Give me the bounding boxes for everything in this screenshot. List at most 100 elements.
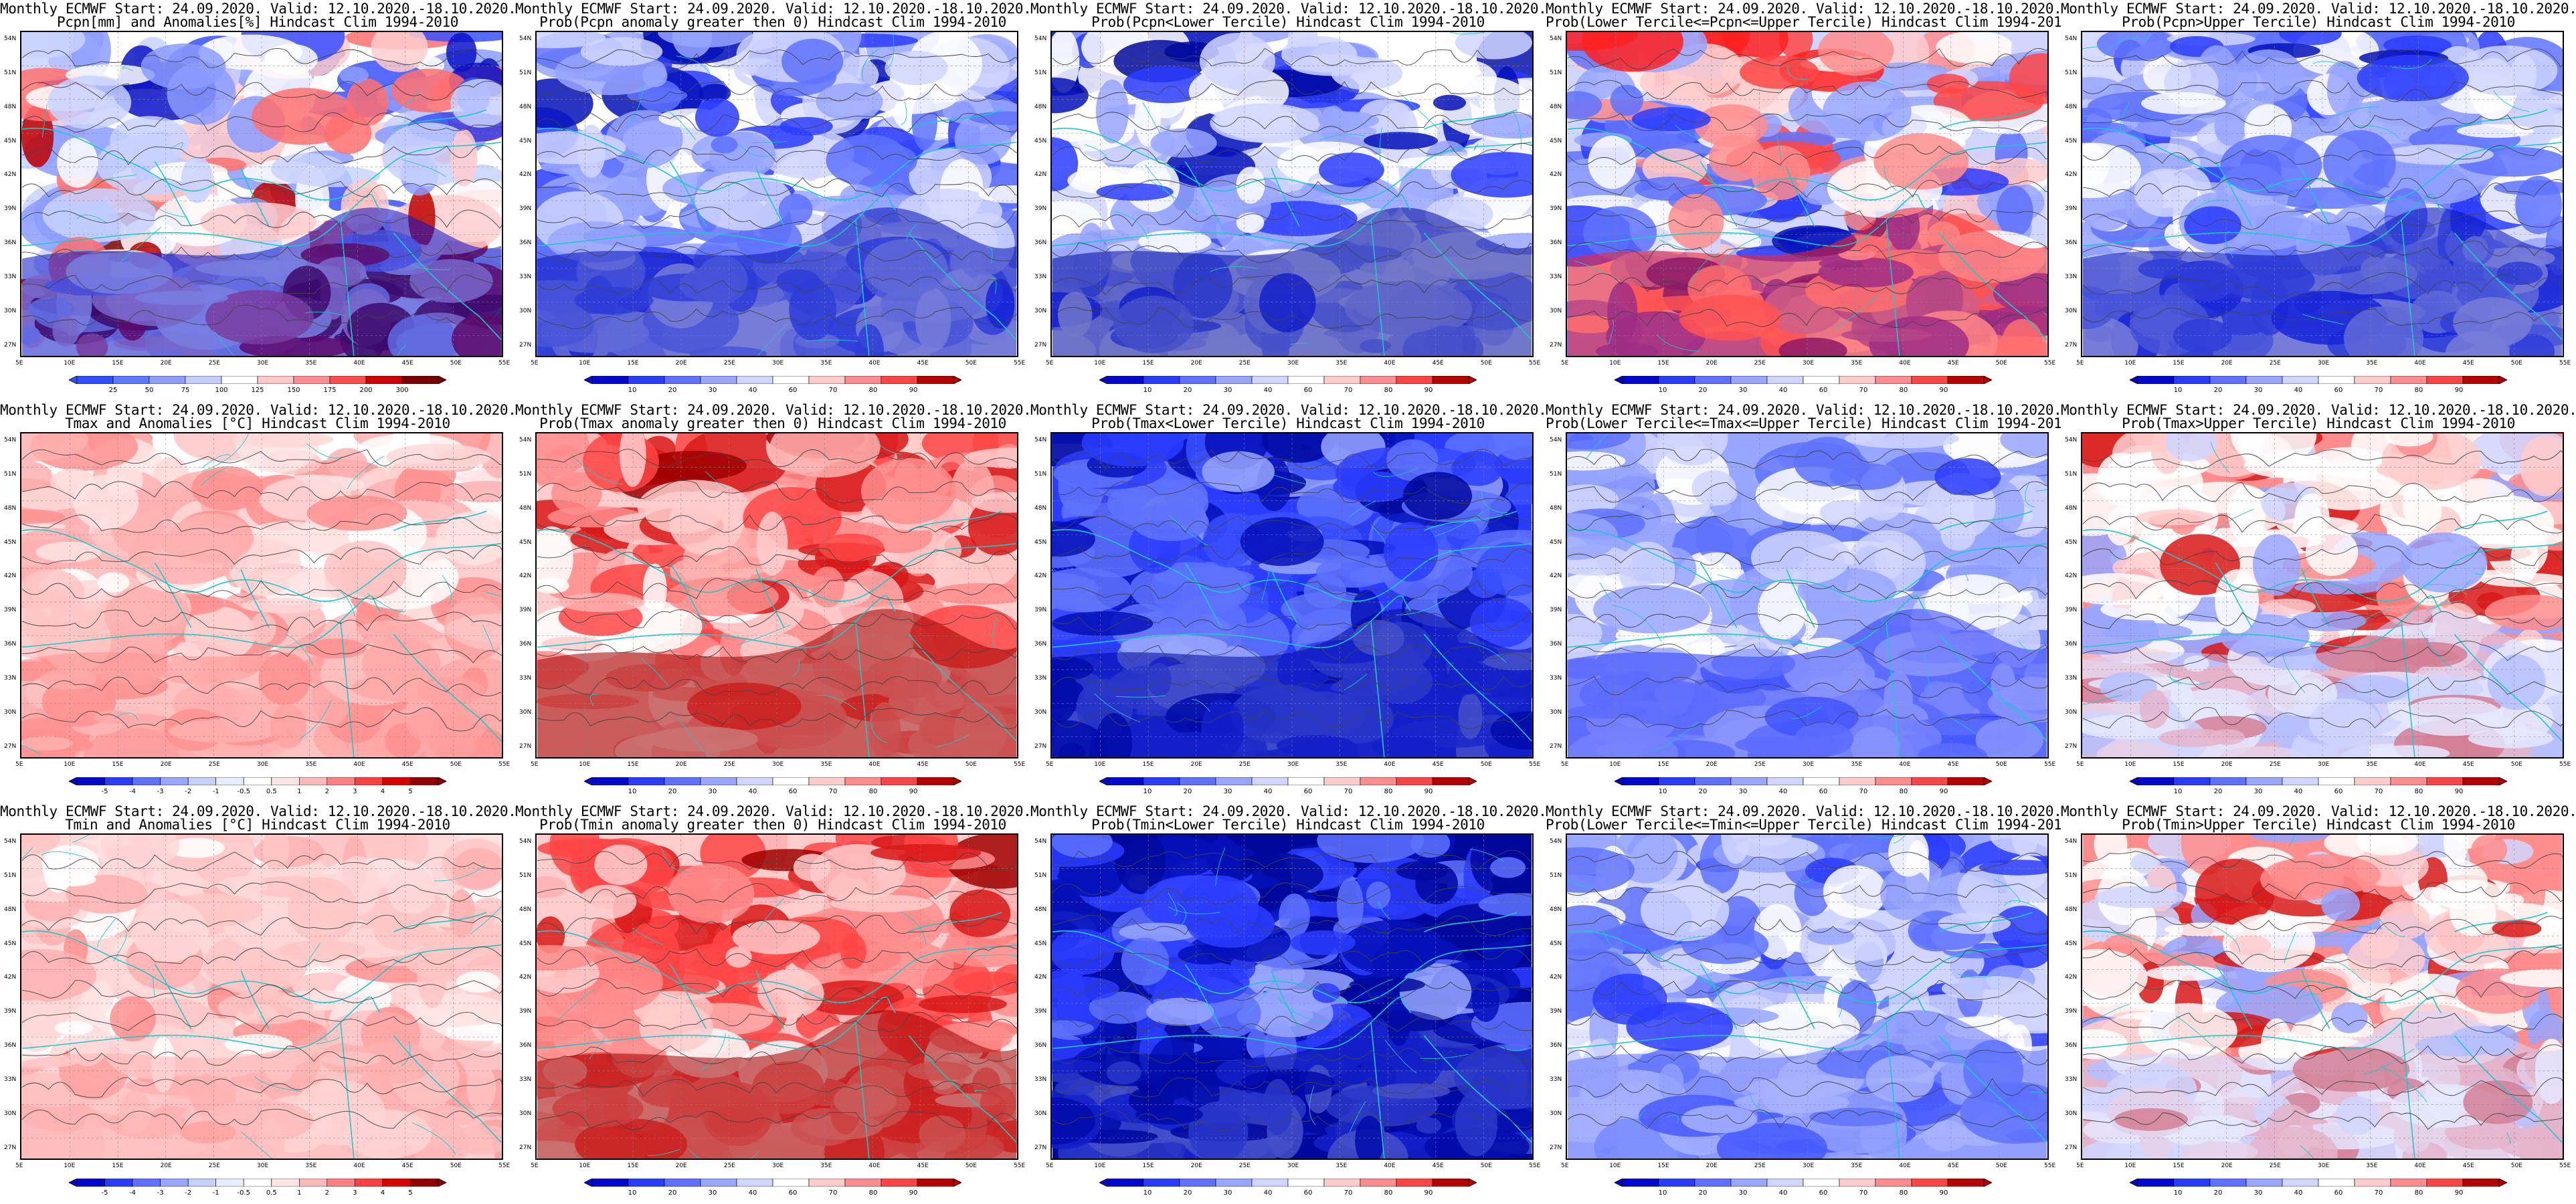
lon-tick-label: 10E	[64, 1163, 76, 1169]
lat-tick-label: 42N	[519, 573, 532, 580]
colorbar-segment	[1179, 777, 1216, 785]
lat-tick-label: 36N	[1034, 641, 1047, 647]
lon-tick-label: 35E	[305, 1163, 317, 1169]
colorbar-segment	[881, 376, 918, 384]
colorbar-tick-label: 125	[251, 387, 264, 394]
lon-tick-label: 25E	[723, 761, 735, 768]
colorbar-tick-label: 40	[1263, 387, 1273, 394]
colorbar-segment	[772, 376, 810, 384]
panel-title-line2: Prob(Lower Tercile<=Tmin<=Upper Tercile)…	[1546, 817, 2070, 833]
colorbar-tick-label: 30	[1223, 788, 1232, 795]
colorbar-segment	[1622, 777, 1659, 785]
lon-tick-label: 50E	[1995, 360, 2007, 367]
lat-tick-label: 33N	[519, 1076, 532, 1083]
lon-tick-label: 15E	[1657, 1163, 1669, 1169]
colorbar-segment	[2245, 777, 2283, 785]
panel-title-line2: Prob(Lower Tercile<=Tmax<=Upper Tercile)…	[1546, 415, 2070, 431]
lon-tick-label: 35E	[820, 360, 832, 367]
colorbar-tick-label: 70	[1344, 387, 1353, 394]
lon-tick-label: 55E	[1529, 1163, 1541, 1169]
map-panel: Monthly ECMWF Start: 24.09.2020. Valid: …	[1030, 803, 1547, 1204]
lat-tick-label: 51N	[2065, 69, 2078, 76]
lon-tick-label: 10E	[1609, 761, 1621, 768]
lon-tick-label: 15E	[627, 360, 639, 367]
colorbar-segment	[1730, 777, 1768, 785]
lat-tick-label: 39N	[2065, 607, 2078, 614]
colorbar-segment	[104, 1179, 133, 1187]
lon-tick-label: 50E	[450, 360, 462, 367]
lat-tick-label: 30N	[4, 307, 17, 314]
colorbar-segment	[1766, 376, 1804, 384]
colorbar-tick-label: 10	[2173, 788, 2183, 795]
lon-tick-label: 45E	[401, 360, 413, 367]
lon-tick-label: 15E	[2173, 360, 2185, 367]
lat-tick-label: 27N	[4, 1144, 17, 1151]
colorbar-tick-label: 70	[1344, 1189, 1353, 1197]
lat-tick-label: 27N	[519, 341, 532, 348]
lat-tick-label: 27N	[1550, 1144, 1562, 1151]
colorbar-segment	[2173, 777, 2211, 785]
lat-tick-label: 30N	[1550, 1110, 1562, 1117]
map-field	[20, 31, 503, 357]
colorbar-segment	[2426, 376, 2464, 384]
lon-tick-label: 10E	[579, 761, 591, 768]
map-panel: Monthly ECMWF Start: 24.09.2020. Valid: …	[2061, 803, 2576, 1204]
colorbar-segment	[382, 1179, 411, 1187]
colorbar-tick-label: 80	[2414, 387, 2423, 394]
panel-title-line2: Prob(Tmin>Upper Tercile) Hindcast Clim 1…	[2122, 817, 2515, 833]
colorbar-tick-label: 60	[1819, 387, 1828, 394]
lat-tick-label: 51N	[4, 470, 17, 478]
colorbar-tick-label: 90	[909, 1189, 918, 1197]
lat-tick-label: 42N	[1550, 974, 1562, 981]
colorbar-tick-label: 10	[1143, 788, 1152, 795]
map-panel: Monthly ECMWF Start: 24.09.2020. Valid: …	[1030, 401, 1547, 803]
lat-tick-label: 36N	[4, 239, 17, 246]
panel-title-line2: Pcpn[mm] and Anomalies[%] Hindcast Clim …	[57, 14, 458, 30]
lon-tick-label: 10E	[1094, 761, 1106, 768]
lon-tick-label: 55E	[2559, 1163, 2571, 1169]
colorbar-tick-label: 90	[909, 788, 918, 795]
lon-tick-label: 25E	[2269, 761, 2281, 768]
colorbar-segment	[76, 376, 114, 384]
lat-tick-label: 30N	[4, 708, 17, 716]
lat-tick-label: 51N	[519, 69, 532, 76]
lon-tick-label: 10E	[2124, 761, 2136, 768]
lon-tick-label: 40E	[2414, 360, 2426, 367]
lon-tick-label: 55E	[498, 360, 511, 367]
colorbar-segment	[160, 1179, 189, 1187]
lon-tick-label: 30E	[772, 1163, 784, 1169]
lat-tick-label: 27N	[4, 341, 17, 348]
colorbar-tick-label: 90	[1939, 788, 1948, 795]
lon-tick-label: 25E	[208, 360, 220, 367]
colorbar-tick-label: 90	[2454, 387, 2464, 394]
colorbar-tick-label: 40	[1263, 1189, 1273, 1197]
panel-title-line1: Monthly ECMWF Start: 24.09.2020. Valid: …	[2061, 1, 2576, 17]
colorbar-segment	[1396, 376, 1433, 384]
colorbar-tick-label: -3	[157, 788, 164, 795]
colorbar-segment	[2390, 777, 2427, 785]
colorbar-segment	[1622, 1179, 1659, 1187]
lat-tick-label: 33N	[1550, 273, 1562, 280]
colorbar-segment	[1323, 777, 1361, 785]
lon-tick-label: 40E	[1899, 1163, 1911, 1169]
lon-tick-label: 25E	[208, 761, 220, 768]
map-panel: Monthly ECMWF Start: 24.09.2020. Valid: …	[515, 0, 1032, 401]
lon-tick-label: 10E	[1609, 360, 1621, 367]
panel-title-line1: Monthly ECMWF Start: 24.09.2020. Valid: …	[0, 402, 517, 418]
colorbar-segment	[1730, 376, 1768, 384]
colorbar-segment	[1947, 376, 1985, 384]
colorbar-segment	[1251, 376, 1289, 384]
lon-tick-label: 40E	[2414, 1163, 2426, 1169]
colorbar-segment	[243, 777, 272, 785]
colorbar-tick-label: 30	[1223, 1189, 1232, 1197]
colorbar-segment	[1803, 376, 1840, 384]
lon-tick-label: 5E	[1561, 360, 1569, 367]
lat-tick-label: 42N	[1550, 171, 1562, 179]
panel-title-line1: Monthly ECMWF Start: 24.09.2020. Valid: …	[0, 1, 517, 17]
colorbar-segment	[1658, 376, 1695, 384]
lat-tick-label: 36N	[1550, 239, 1562, 246]
colorbar-segment	[1107, 1179, 1144, 1187]
lon-tick-label: 45E	[2462, 761, 2474, 768]
colorbar-segment	[917, 1179, 954, 1187]
lon-tick-label: 15E	[2173, 761, 2185, 768]
